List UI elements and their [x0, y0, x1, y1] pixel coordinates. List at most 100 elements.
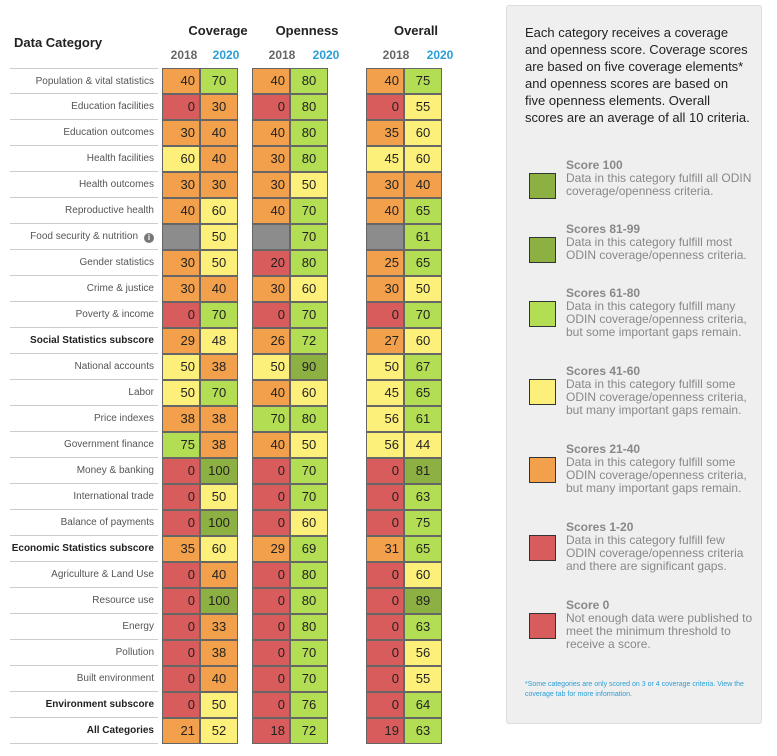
- category-label: Crime & justice: [10, 276, 158, 302]
- score-cell: 45: [366, 380, 404, 406]
- score-cell: 63: [404, 718, 442, 744]
- score-cell: 70: [200, 68, 238, 94]
- legend-title: Scores 21-40: [566, 442, 641, 456]
- table-row: Reproductive health 40 60 40 70 40 65: [0, 198, 500, 224]
- category-name: Economic Statistics subscore: [11, 543, 154, 554]
- score-cell: 50: [252, 354, 290, 380]
- score-cell: 80: [290, 406, 328, 432]
- score-cell: 50: [200, 692, 238, 718]
- table-row: Price indexes 38 38 70 80 56 61: [0, 406, 500, 432]
- score-cell: 80: [290, 68, 328, 94]
- legend-title: Scores 61-80: [566, 286, 641, 300]
- category-label: Education facilities: [10, 94, 158, 120]
- table-row: Social Statistics subscore 29 48 26 72 27 60: [0, 328, 500, 354]
- score-cell: 29: [162, 328, 200, 354]
- score-cell: 40: [252, 380, 290, 406]
- table-row: Labor 50 70 40 60 45 65: [0, 380, 500, 406]
- score-cell: 72: [290, 718, 328, 744]
- score-cell: 0: [162, 640, 200, 666]
- legend-description: Not enough data were published to meet t…: [566, 611, 753, 651]
- coverage-year-2020: 2020: [212, 48, 240, 62]
- score-cell: 25: [366, 250, 404, 276]
- score-cell: 0: [366, 692, 404, 718]
- table-row: Crime & justice 30 40 30 60 30 50: [0, 276, 500, 302]
- score-cell: 55: [404, 666, 442, 692]
- score-cell: 0: [252, 458, 290, 484]
- category-name: Health facilities: [86, 153, 154, 164]
- table-row: Education facilities 0 30 0 80 0 55: [0, 94, 500, 120]
- score-cell: 44: [404, 432, 442, 458]
- legend-swatch: [529, 613, 556, 639]
- table-row: Environment subscore 0 50 0 76 0 64: [0, 692, 500, 718]
- legend-title: Score 100: [566, 158, 623, 172]
- score-cell: 50: [200, 484, 238, 510]
- score-cell: 0: [162, 614, 200, 640]
- score-cell: 63: [404, 484, 442, 510]
- legend-title: Scores 41-60: [566, 364, 641, 378]
- score-cell: 89: [404, 588, 442, 614]
- category-name: Social Statistics subscore: [30, 335, 154, 346]
- score-cell: 90: [290, 354, 328, 380]
- score-cell: 70: [404, 302, 442, 328]
- score-cell: 40: [200, 276, 238, 302]
- category-name: Pollution: [115, 647, 154, 658]
- table-row: Poverty & income 0 70 0 70 0 70: [0, 302, 500, 328]
- score-cell: 40: [200, 120, 238, 146]
- score-cell: 0: [366, 510, 404, 536]
- score-cell: 0: [252, 510, 290, 536]
- score-cell: 29: [252, 536, 290, 562]
- table-row: Government finance 75 38 40 50 56 44: [0, 432, 500, 458]
- score-cell: 50: [162, 354, 200, 380]
- score-cell: 60: [404, 562, 442, 588]
- score-cell: 100: [200, 458, 238, 484]
- category-label: Social Statistics subscore: [10, 328, 158, 354]
- score-cell: 0: [252, 640, 290, 666]
- legend-swatch: [529, 301, 556, 327]
- score-cell: 30: [162, 172, 200, 198]
- score-cell: 65: [404, 250, 442, 276]
- score-cell: 56: [404, 640, 442, 666]
- category-label: Food security & nutrition i: [10, 224, 158, 250]
- score-cell: 70: [252, 406, 290, 432]
- score-cell: 70: [290, 666, 328, 692]
- openness-year-2018: 2018: [268, 48, 296, 62]
- score-cell: 40: [366, 68, 404, 94]
- table-row: Population & vital statistics 40 70 40 80 40 7…: [0, 68, 500, 94]
- overall-year-2018: 2018: [382, 48, 410, 62]
- category-name: National accounts: [74, 361, 155, 372]
- info-icon[interactable]: i: [144, 233, 154, 243]
- category-label: Health facilities: [10, 146, 158, 172]
- score-cell: 72: [290, 328, 328, 354]
- score-cell: 38: [200, 406, 238, 432]
- category-label: Environment subscore: [10, 692, 158, 718]
- category-name: Food security & nutrition: [30, 231, 138, 242]
- legend-description: Data in this category fulfill some ODIN …: [566, 455, 747, 495]
- category-name: Education outcomes: [63, 127, 154, 138]
- overall-header: Overall: [393, 23, 439, 38]
- category-label: Energy: [10, 614, 158, 640]
- score-cell: 0: [252, 614, 290, 640]
- score-cell: 38: [200, 640, 238, 666]
- score-cell: 81: [404, 458, 442, 484]
- score-cell: 40: [252, 198, 290, 224]
- score-cell: 50: [290, 432, 328, 458]
- score-cell: 40: [404, 172, 442, 198]
- score-cell: 27: [366, 328, 404, 354]
- score-cell: 70: [290, 302, 328, 328]
- score-cell: 0: [366, 458, 404, 484]
- score-cell: 38: [162, 406, 200, 432]
- score-cell: 0: [252, 94, 290, 120]
- coverage-header: Coverage: [188, 23, 248, 38]
- category-label: Money & banking: [10, 458, 158, 484]
- score-cell: 40: [200, 146, 238, 172]
- score-cell: 26: [252, 328, 290, 354]
- score-cell: 60: [404, 146, 442, 172]
- overall-year-2020: 2020: [426, 48, 454, 62]
- score-cell: 50: [290, 172, 328, 198]
- page-title: Data Category: [14, 35, 103, 50]
- score-cell: 60: [200, 536, 238, 562]
- score-cell: 0: [366, 302, 404, 328]
- score-cell: 30: [252, 172, 290, 198]
- category-label: Poverty & income: [10, 302, 158, 328]
- category-name: Health outcomes: [78, 179, 154, 190]
